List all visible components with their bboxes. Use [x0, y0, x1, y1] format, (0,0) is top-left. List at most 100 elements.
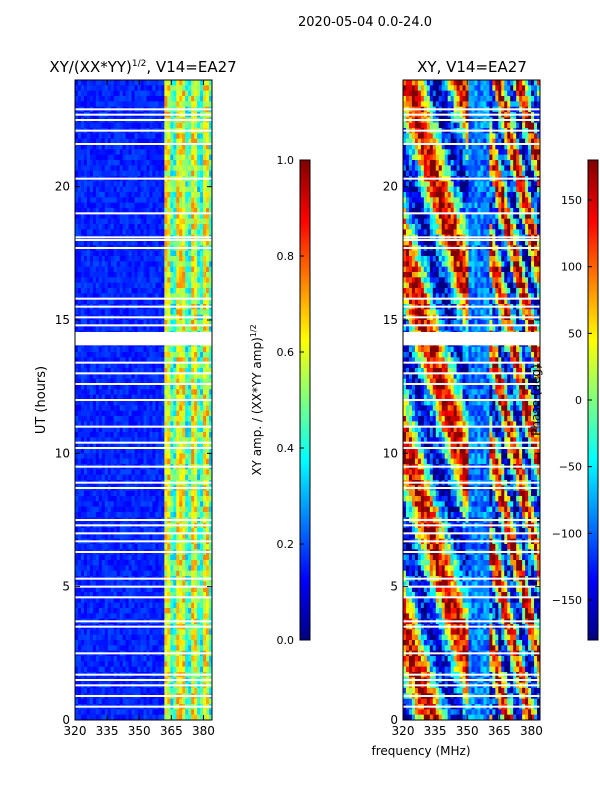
left-heatmap-cell	[206, 170, 210, 177]
left-heatmap-cell	[203, 640, 207, 646]
left-heatmap-cell	[149, 149, 153, 156]
left-heatmap-cell	[140, 565, 144, 572]
left-heatmap-cell	[203, 469, 207, 476]
left-heatmap-cell	[146, 426, 150, 433]
left-heatmap-cell	[77, 181, 82, 188]
left-heatmap-cell	[83, 368, 88, 374]
left-heatmap-cell	[182, 149, 186, 156]
left-heatmap-cell	[107, 656, 112, 662]
left-heatmap-cell	[197, 154, 201, 161]
left-heatmap-cell	[134, 261, 139, 268]
left-heatmap-cell	[137, 144, 142, 150]
left-heatmap-cell	[98, 602, 103, 609]
left-heatmap-cell	[152, 506, 156, 513]
left-heatmap-cell	[167, 288, 171, 294]
left-heatmap-cell	[140, 442, 144, 449]
left-heatmap-cell	[203, 453, 207, 460]
left-heatmap-cell	[86, 186, 91, 193]
left-heatmap-cell	[128, 437, 133, 444]
left-heatmap-cell	[179, 565, 183, 572]
left-heatmap-cell	[152, 346, 156, 353]
left-heatmap-cell	[152, 202, 156, 209]
left-heatmap-cell	[134, 368, 139, 374]
left-heatmap-cell	[188, 80, 192, 86]
left-heatmap-cell	[173, 586, 177, 593]
left-heatmap-cell	[95, 250, 100, 257]
left-heatmap-cell	[98, 186, 103, 193]
left-heatmap-cell	[209, 197, 213, 204]
left-heatmap-cell	[143, 560, 147, 566]
left-heatmap-cell	[104, 213, 109, 220]
left-heatmap-cell	[83, 256, 88, 262]
left-heatmap-cell	[83, 229, 88, 236]
left-heatmap-cell	[191, 122, 195, 129]
left-heatmap-cell	[134, 426, 139, 433]
left-heatmap-cell	[107, 384, 112, 390]
left-heatmap-cell	[128, 309, 133, 316]
left-heatmap-cell	[116, 272, 121, 278]
left-heatmap-cell	[101, 656, 106, 662]
left-heatmap-cell	[101, 613, 106, 620]
left-heatmap-cell	[128, 544, 133, 550]
left-heatmap-cell	[122, 80, 127, 86]
left-heatmap-cell	[161, 266, 165, 273]
left-heatmap-cell	[206, 229, 210, 236]
left-heatmap-cell	[146, 90, 150, 97]
left-heatmap-cell	[92, 453, 97, 460]
left-heatmap-cell	[77, 208, 82, 214]
left-heatmap-cell	[83, 362, 88, 369]
left-heatmap-cell	[173, 394, 177, 401]
left-heatmap-cell	[80, 213, 85, 220]
left-heatmap-cell	[119, 554, 124, 561]
left-heatmap-cell	[98, 346, 103, 353]
left-heatmap-cell	[125, 218, 130, 225]
left-heatmap-cell	[188, 122, 192, 129]
left-heatmap-cell	[92, 165, 97, 172]
left-heatmap-cell	[176, 512, 180, 518]
left-heatmap-cell	[173, 410, 177, 417]
left-heatmap-cell	[185, 496, 189, 502]
left-heatmap-cell	[170, 426, 174, 433]
left-heatmap-cell	[209, 501, 213, 508]
left-heatmap-cell	[176, 506, 180, 513]
left-heatmap-cell	[152, 272, 156, 278]
left-heatmap-cell	[182, 352, 186, 358]
left-heatmap-cell	[167, 218, 171, 225]
left-heatmap-cell	[98, 122, 103, 129]
left-heatmap-cell	[161, 202, 165, 209]
left-heatmap-cell	[161, 213, 165, 220]
left-heatmap-cell	[176, 208, 180, 214]
left-heatmap-cell	[158, 80, 162, 86]
left-heatmap-cell	[167, 405, 171, 412]
left-heatmap-cell	[75, 592, 79, 598]
left-heatmap-cell	[179, 101, 183, 108]
left-heatmap-cell	[75, 501, 79, 508]
left-heatmap-cell	[75, 181, 79, 188]
left-heatmap-cell	[107, 362, 112, 369]
left-heatmap-cell	[185, 570, 189, 577]
left-heatmap-cell	[185, 581, 189, 588]
left-heatmap-cell	[176, 181, 180, 188]
left-heatmap-cell	[77, 554, 82, 561]
left-heatmap-cell	[164, 602, 168, 609]
left-heatmap-cell	[194, 133, 198, 140]
left-heatmap-cell	[80, 469, 85, 476]
left-heatmap-cell	[188, 416, 192, 422]
left-heatmap-cell	[137, 613, 142, 620]
left-heatmap-cell	[128, 373, 133, 380]
left-heatmap-cell	[122, 208, 127, 214]
left-heatmap-cell	[122, 357, 127, 364]
left-heatmap-cell	[95, 320, 100, 326]
left-heatmap-cell	[167, 197, 171, 204]
left-heatmap-cell	[197, 448, 201, 454]
left-heatmap-cell	[146, 229, 150, 236]
left-heatmap-cell	[209, 181, 213, 188]
left-heatmap-cell	[116, 373, 121, 380]
left-heatmap-cell	[146, 394, 150, 401]
left-heatmap-cell	[110, 533, 115, 540]
left-heatmap-cell	[146, 448, 150, 454]
left-heatmap-cell	[206, 400, 210, 406]
left-heatmap-cell	[77, 410, 82, 417]
left-heatmap-cell	[149, 213, 153, 220]
left-heatmap-cell	[101, 346, 106, 353]
